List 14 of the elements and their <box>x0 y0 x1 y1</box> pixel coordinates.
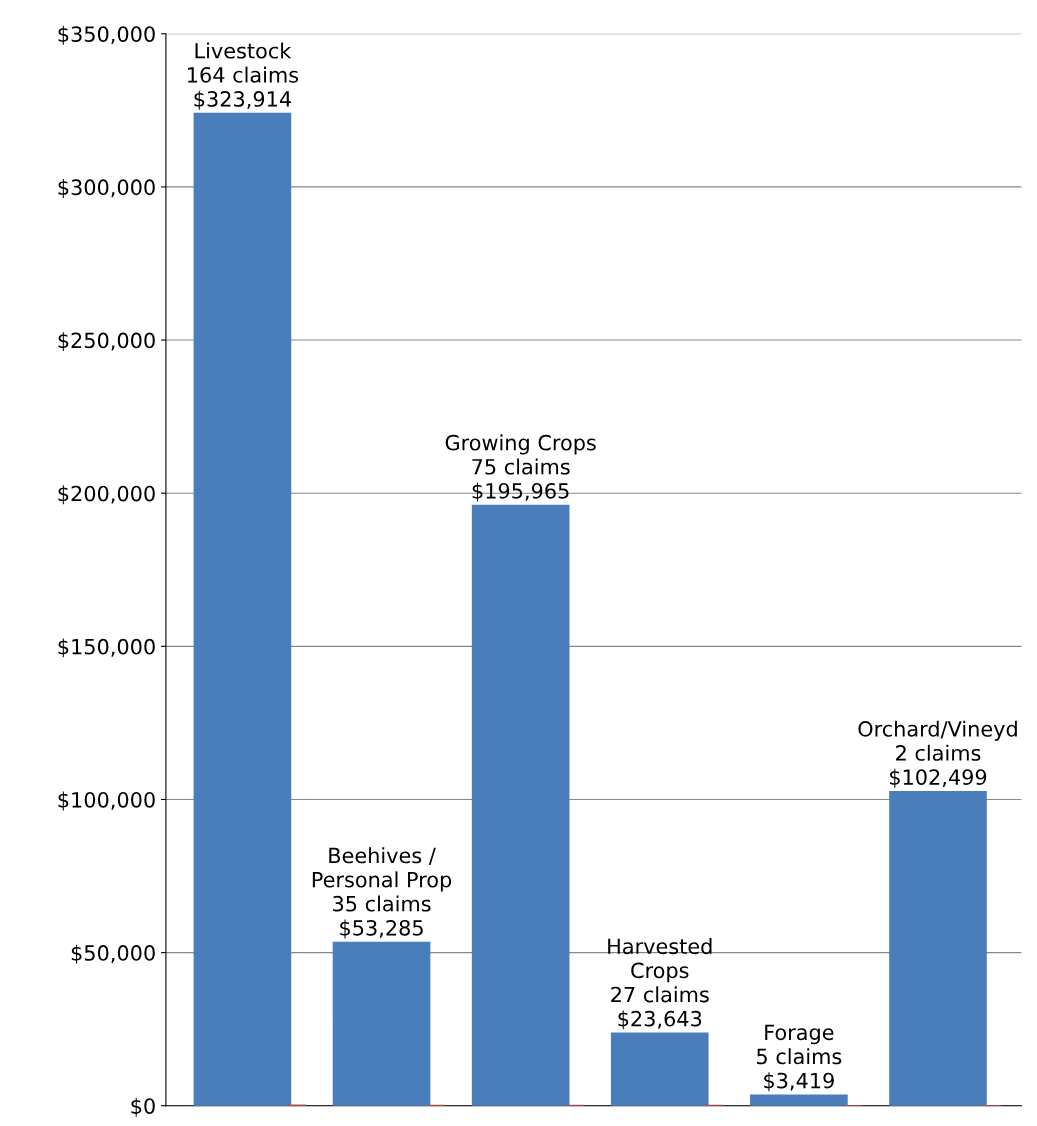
data-label: Forage 5 claims $3,419 <box>757 1024 842 1092</box>
data-label: Growing Crops 75 claims $195,965 <box>445 434 596 502</box>
data-label: Orchard/Vineyd 2 claims $102,499 <box>858 720 1017 788</box>
data-label: Beehives / Personal Prop 35 claims $53,285 <box>312 847 452 939</box>
y-tick-label: $300,000 <box>58 179 155 198</box>
y-tick-label: $100,000 <box>58 791 155 811</box>
data-label: Livestock 164 claims $323,914 <box>188 42 299 110</box>
y-tick-label: $50,000 <box>71 944 155 964</box>
y-tick-label: $0 <box>131 1097 155 1117</box>
data-label: Harvested Crops 27 claims $23,643 <box>608 938 712 1030</box>
y-tick-label: $350,000 <box>58 25 155 45</box>
y-tick-label: $200,000 <box>58 485 155 505</box>
y-tick-label: $250,000 <box>58 332 155 352</box>
y-tick-label: $150,000 <box>58 638 155 658</box>
